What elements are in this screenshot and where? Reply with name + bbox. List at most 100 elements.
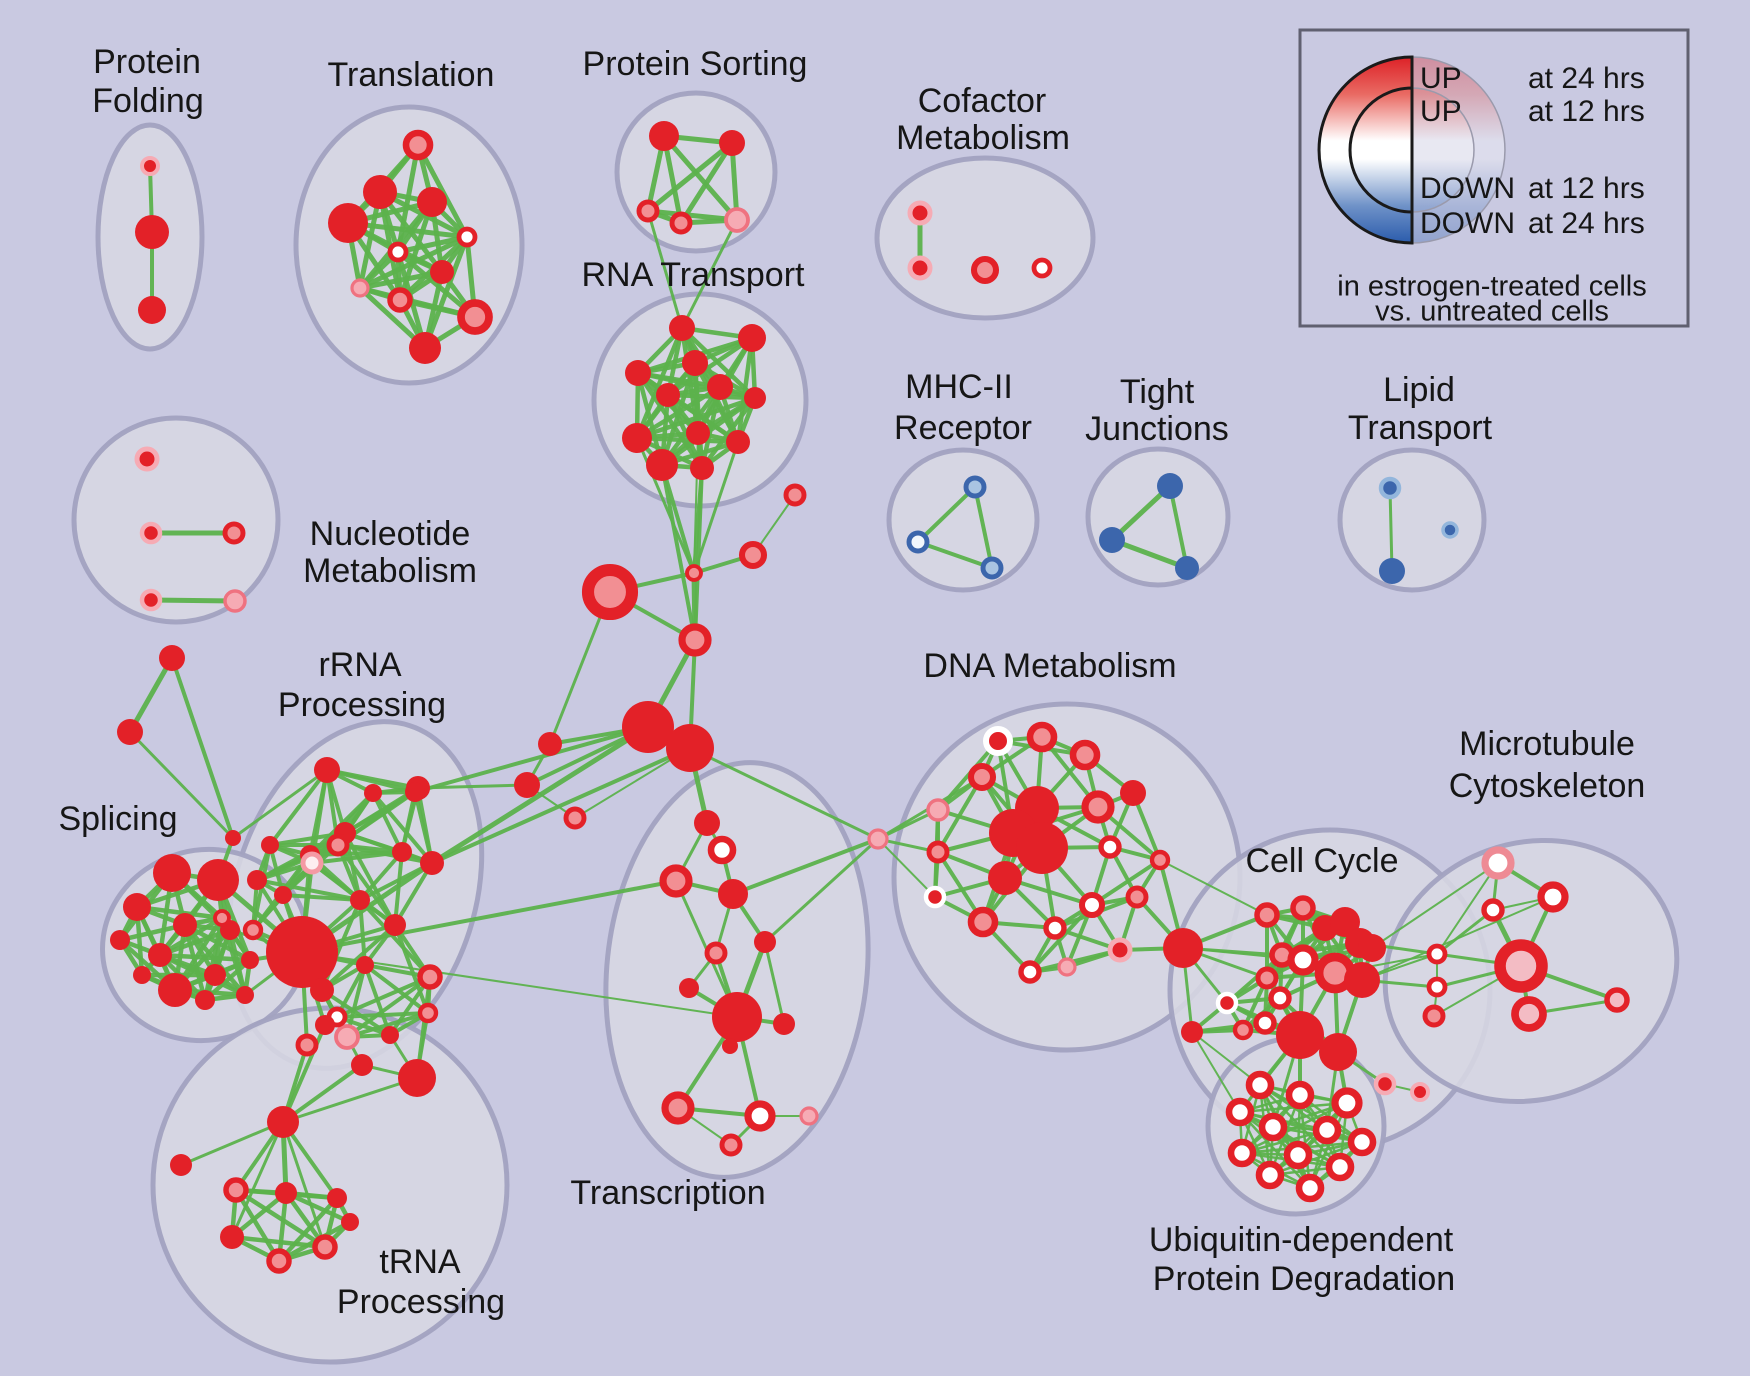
- network-node-tx: [719, 1133, 743, 1157]
- network-edge: [415, 142, 470, 240]
- network-node-sp: [195, 990, 215, 1010]
- legend-time-0: at 24 hrs: [1528, 62, 1645, 95]
- cluster-label-trna-processing: Processing: [337, 1283, 505, 1321]
- legend-time-1: at 12 hrs: [1528, 95, 1645, 128]
- network-edge: [320, 988, 392, 1037]
- network-edge: [1240, 1128, 1329, 1155]
- network-edge: [1191, 1031, 1261, 1086]
- network-node-cf: [907, 200, 933, 226]
- network-node-sp: [158, 973, 192, 1007]
- network-node-mh: [906, 530, 930, 554]
- network-node-hb: [563, 806, 587, 830]
- network-edge: [233, 1187, 328, 1250]
- network-node-mt: [1481, 898, 1505, 922]
- network-node-ps: [669, 211, 693, 235]
- network-node-dm: [1107, 937, 1133, 963]
- network-edge: [363, 963, 430, 1015]
- network-node-sp: [173, 913, 197, 937]
- network-node-dm: [1081, 790, 1115, 824]
- network-node-rr: [300, 851, 324, 875]
- network-edge: [255, 878, 362, 902]
- network-node-rr: [314, 757, 340, 783]
- network-edge: [281, 1063, 364, 1124]
- cluster-outline-cofactor-metabolism: [874, 155, 1096, 321]
- network-edge: [268, 768, 329, 847]
- network-node-rr: [326, 833, 350, 857]
- network-edge: [699, 395, 758, 471]
- network-node-ub: [1325, 1152, 1355, 1182]
- network-node-ub: [1227, 1138, 1257, 1168]
- network-node-tr: [387, 287, 413, 313]
- network-node-dm: [988, 861, 1022, 895]
- network-node-rr: [381, 1026, 399, 1044]
- network-node-sp: [148, 943, 172, 967]
- network-edge: [202, 915, 225, 1003]
- network-node-cc: [1358, 934, 1386, 962]
- network-node-rt: [581, 563, 639, 621]
- cluster-label-cofactor-metabolism: Cofactor: [918, 82, 1047, 120]
- network-node-tx: [712, 992, 762, 1042]
- network-node-hb: [666, 724, 714, 772]
- network-edge: [393, 861, 434, 927]
- network-node-tx: [722, 1038, 738, 1054]
- network-node-cc: [1215, 991, 1239, 1015]
- network-edge: [335, 1011, 430, 1019]
- network-edge: [1168, 484, 1189, 570]
- network-node-ub: [1312, 1115, 1342, 1145]
- network-node-tx: [773, 1013, 795, 1035]
- network-node-rt: [646, 449, 678, 481]
- network-node-nm: [139, 521, 163, 545]
- legend-caption-0: in estrogen-treated cells: [1337, 271, 1647, 303]
- network-edge: [1238, 1110, 1364, 1144]
- network-node-rr: [405, 782, 425, 802]
- network-node-rt: [738, 324, 766, 352]
- network-node-rr: [274, 886, 292, 904]
- network-node-tr: [350, 278, 370, 298]
- cluster-outline-tight-junctions: [1085, 446, 1231, 588]
- network-edge: [336, 843, 397, 927]
- network-node-tj: [1175, 556, 1199, 580]
- network-node-ub: [1285, 1080, 1315, 1110]
- network-node-tj: [1099, 527, 1125, 553]
- cluster-label-cofactor-metabolism: Metabolism: [896, 119, 1070, 157]
- legend-time-3: at 24 hrs: [1528, 207, 1645, 240]
- network-node-cf: [970, 255, 1000, 285]
- network-edge: [202, 957, 253, 1003]
- network-node-rt: [625, 360, 651, 386]
- network-edge: [688, 746, 880, 841]
- network-edge: [1159, 859, 1268, 916]
- cluster-label-rna-transport: RNA Transport: [582, 256, 806, 294]
- network-edge: [877, 838, 936, 898]
- network-node-mt: [1511, 996, 1547, 1032]
- network-node-tx: [754, 931, 776, 953]
- network-node-ps: [719, 130, 745, 156]
- network-edge: [763, 837, 880, 944]
- network-node-rr: [310, 978, 334, 1002]
- network-edge: [283, 1190, 353, 1225]
- network-node-nm: [134, 446, 160, 472]
- network-edge: [281, 893, 362, 902]
- network-edge: [646, 209, 684, 330]
- network-node-tx: [661, 1091, 695, 1125]
- network-edge: [1436, 862, 1499, 955]
- network-node-dm: [926, 798, 950, 822]
- network-node-cc: [1276, 1011, 1324, 1059]
- network-node-ub: [1255, 1160, 1285, 1190]
- network-edge: [416, 783, 529, 790]
- network-node-tr: [402, 129, 434, 161]
- network-edge: [661, 133, 740, 223]
- network-node-cc: [1319, 1033, 1357, 1071]
- network-node-rt: [707, 374, 733, 400]
- network-node-ps: [636, 199, 660, 223]
- network-edge: [693, 466, 704, 642]
- network-node-rt: [690, 456, 714, 480]
- cluster-label-cell-cycle: Cell Cycle: [1245, 842, 1398, 880]
- network-node-sp: [133, 966, 151, 984]
- network-edge: [634, 384, 723, 441]
- network-node-cc: [1268, 986, 1292, 1010]
- network-node-rt: [744, 387, 766, 409]
- network-edge: [1388, 486, 1394, 573]
- network-node-sp: [213, 909, 231, 927]
- cluster-outline-nucleotide-metabolism: [71, 415, 281, 625]
- network-node-tn: [220, 1225, 244, 1249]
